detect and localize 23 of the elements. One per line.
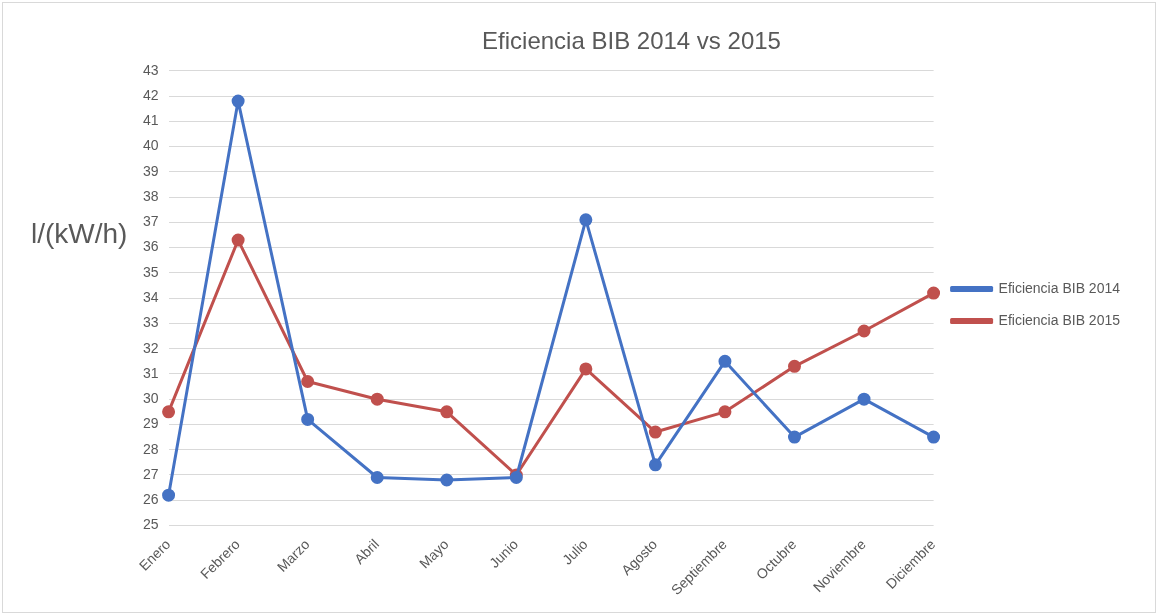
y-tick-label: 29 bbox=[142, 415, 159, 432]
y-tick-label: 37 bbox=[142, 213, 159, 230]
y-tick-label: 36 bbox=[142, 238, 159, 255]
y-tick-label: 30 bbox=[142, 390, 159, 407]
y-tick-label: 26 bbox=[142, 491, 159, 508]
y-tick-label: 42 bbox=[142, 86, 159, 103]
y-tick-label: 43 bbox=[142, 61, 159, 78]
y-tick-label: 25 bbox=[142, 516, 159, 533]
y-tick-label: 32 bbox=[142, 339, 159, 356]
y-tick-label: 35 bbox=[142, 263, 159, 280]
y-tick-label: 31 bbox=[142, 364, 159, 381]
y-axis-title: l/(kW/h) bbox=[31, 217, 128, 249]
y-tick-label: 28 bbox=[142, 440, 159, 457]
y-tick-label: 33 bbox=[142, 314, 159, 331]
y-tick-label: 41 bbox=[142, 112, 159, 129]
y-tick-label: 34 bbox=[142, 289, 159, 306]
chart-title: Eficiencia BIB 2014 vs 2015 bbox=[482, 27, 781, 55]
legend-label: Eficiencia BIB 2014 bbox=[998, 279, 1121, 296]
y-tick-label: 27 bbox=[142, 465, 159, 482]
y-tick-label: 39 bbox=[142, 162, 159, 179]
y-tick-label: 38 bbox=[142, 187, 159, 204]
legend-label: Eficiencia BIB 2015 bbox=[998, 311, 1121, 328]
y-tick-label: 40 bbox=[142, 137, 159, 154]
